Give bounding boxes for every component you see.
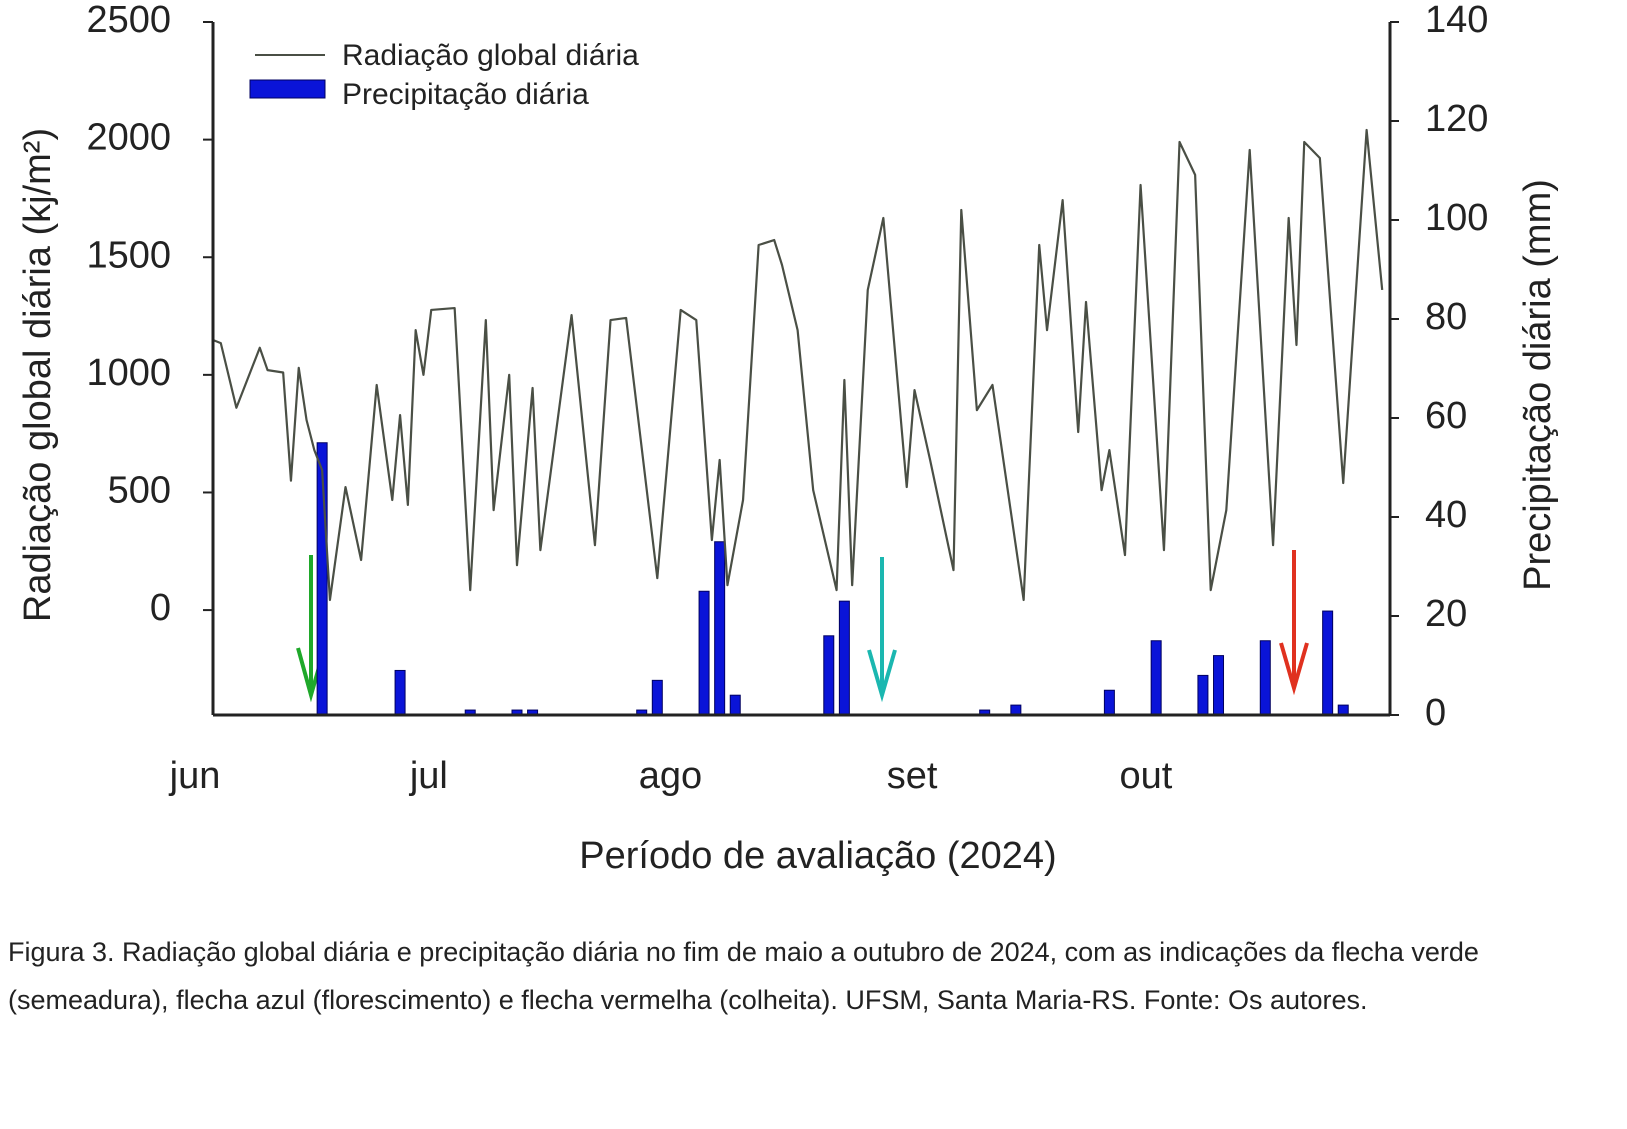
y-tick-label: 2000 <box>86 117 171 159</box>
y2-tick-label: 0 <box>1425 692 1446 734</box>
legend-label: Radiação global diária <box>342 39 639 72</box>
y2-tick-label: 40 <box>1425 494 1467 536</box>
y-tick-label: 2500 <box>86 0 171 41</box>
y2-tick-label: 140 <box>1425 0 1488 41</box>
precip-bar <box>714 541 726 716</box>
y2-tick-label: 20 <box>1425 593 1467 635</box>
precip-bar <box>1322 610 1334 716</box>
x-tick-label: jul <box>409 755 448 797</box>
x-axis-label: Período de avaliação (2024) <box>579 835 1056 877</box>
y2-axis-label: Precipitação diária (mm) <box>1517 179 1559 591</box>
y2-tick-label: 80 <box>1425 296 1467 338</box>
y2-tick-label: 120 <box>1425 98 1488 140</box>
precip-bar <box>1259 640 1271 716</box>
y-tick-label: 1000 <box>86 352 171 394</box>
precip-bar <box>1150 640 1162 716</box>
y-tick-label: 1500 <box>86 234 171 276</box>
precip-bar <box>729 694 741 716</box>
precip-bar <box>698 590 710 716</box>
x-tick-label: jun <box>169 755 221 797</box>
precip-bar <box>651 679 663 716</box>
precip-bar <box>823 635 835 716</box>
arrows <box>296 550 1309 703</box>
y-tick-label: 0 <box>150 587 171 629</box>
x-tick-label: set <box>887 755 938 797</box>
precip-bar <box>1103 689 1115 716</box>
arrow-cyan <box>867 557 897 703</box>
precip-bar <box>394 669 406 716</box>
y-axis-label: Radiação global diária (kj/m²) <box>17 128 59 622</box>
legend-bar <box>249 79 326 99</box>
precip-bar <box>1213 655 1225 716</box>
chart: Radiação global diária (kj/m²) Precipita… <box>17 0 1559 877</box>
legend-label: Precipitação diária <box>342 78 589 111</box>
precip-bar <box>1197 674 1209 716</box>
radiation-line <box>212 128 1384 602</box>
precip-bar <box>838 600 850 716</box>
y-tick-label: 500 <box>108 469 171 511</box>
y2-tick-label: 100 <box>1425 197 1488 239</box>
x-tick-label: out <box>1120 755 1173 797</box>
x-tick-label: ago <box>639 755 702 797</box>
y2-tick-label: 60 <box>1425 395 1467 437</box>
arrow-red <box>1279 550 1309 696</box>
caption: Figura 3. Radiação global diária e preci… <box>8 937 1479 1015</box>
